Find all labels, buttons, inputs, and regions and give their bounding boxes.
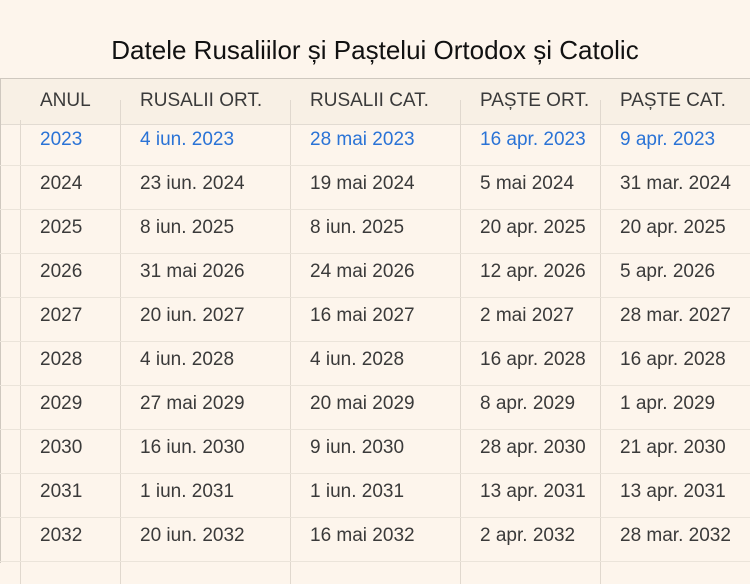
table-header <box>0 78 750 125</box>
column-divider <box>120 100 121 584</box>
row-divider <box>0 341 750 342</box>
date-cell: 12 apr. 2026 <box>480 261 586 282</box>
row-divider <box>0 561 750 562</box>
year-cell: 2029 <box>40 393 83 414</box>
table-left-edge <box>0 78 1 563</box>
row-divider <box>0 473 750 474</box>
date-cell: 4 iun. 2028 <box>140 349 235 370</box>
date-cell: 2 apr. 2032 <box>480 525 576 546</box>
date-cell: 16 apr. 2028 <box>620 349 726 370</box>
date-cell: 1 iun. 2031 <box>140 481 235 502</box>
column-header: PAȘTE CAT. <box>620 90 726 111</box>
date-cell: 8 iun. 2025 <box>310 217 405 238</box>
date-cell: 4 iun. 2028 <box>310 349 405 370</box>
column-divider <box>600 100 601 584</box>
date-cell: 19 mai 2024 <box>310 173 415 194</box>
date-cell: 20 apr. 2025 <box>620 217 726 238</box>
year-cell: 2032 <box>40 525 83 546</box>
row-divider <box>0 517 750 518</box>
date-cell: 28 mar. 2027 <box>620 305 731 326</box>
date-cell: 16 mai 2032 <box>310 525 415 546</box>
date-cell: 8 iun. 2025 <box>140 217 235 238</box>
date-cell: 2 mai 2027 <box>480 305 575 326</box>
date-cell: 24 mai 2026 <box>310 261 415 282</box>
date-cell: 16 apr. 2028 <box>480 349 586 370</box>
year-cell: 2028 <box>40 349 83 370</box>
year-cell: 2024 <box>40 173 83 194</box>
date-cell: 9 iun. 2030 <box>310 437 405 458</box>
column-header: PAȘTE ORT. <box>480 90 590 111</box>
date-cell: 20 iun. 2027 <box>140 305 245 326</box>
date-cell: 28 mar. 2032 <box>620 525 731 546</box>
date-cell: 9 apr. 2023 <box>620 129 716 150</box>
column-divider <box>20 120 21 584</box>
date-cell: 31 mai 2026 <box>140 261 245 282</box>
year-cell: 2023 <box>40 129 83 150</box>
column-header: RUSALII ORT. <box>140 90 263 111</box>
date-cell: 1 iun. 2031 <box>310 481 405 502</box>
date-cell: 5 apr. 2026 <box>620 261 716 282</box>
date-cell: 28 mai 2023 <box>310 129 415 150</box>
year-cell: 2027 <box>40 305 83 326</box>
date-cell: 16 mai 2027 <box>310 305 415 326</box>
year-cell: 2031 <box>40 481 83 502</box>
year-cell: 2025 <box>40 217 83 238</box>
date-cell: 4 iun. 2023 <box>140 129 235 150</box>
column-header: ANUL <box>40 90 91 111</box>
date-cell: 20 apr. 2025 <box>480 217 586 238</box>
column-divider <box>290 100 291 584</box>
row-divider <box>0 429 750 430</box>
page-title: Datele Rusaliilor și Paștelui Ortodox și… <box>111 35 639 65</box>
row-divider <box>0 297 750 298</box>
date-cell: 16 apr. 2023 <box>480 129 586 150</box>
row-divider <box>0 385 750 386</box>
date-cell: 27 mai 2029 <box>140 393 245 414</box>
date-cell: 5 mai 2024 <box>480 173 575 194</box>
date-cell: 16 iun. 2030 <box>140 437 245 458</box>
date-cell: 21 apr. 2030 <box>620 437 726 458</box>
date-cell: 31 mar. 2024 <box>620 173 731 194</box>
date-cell: 20 mai 2029 <box>310 393 415 414</box>
date-cell: 23 iun. 2024 <box>140 173 245 194</box>
row-divider <box>0 165 750 166</box>
year-cell: 2030 <box>40 437 83 458</box>
row-divider <box>0 253 750 254</box>
date-cell: 20 iun. 2032 <box>140 525 245 546</box>
column-divider <box>460 100 461 584</box>
date-cell: 1 apr. 2029 <box>620 393 716 414</box>
column-header: RUSALII CAT. <box>310 90 429 111</box>
date-cell: 13 apr. 2031 <box>620 481 726 502</box>
date-cell: 28 apr. 2030 <box>480 437 586 458</box>
year-cell: 2026 <box>40 261 83 282</box>
date-cell: 8 apr. 2029 <box>480 393 576 414</box>
row-divider <box>0 209 750 210</box>
date-cell: 13 apr. 2031 <box>480 481 586 502</box>
